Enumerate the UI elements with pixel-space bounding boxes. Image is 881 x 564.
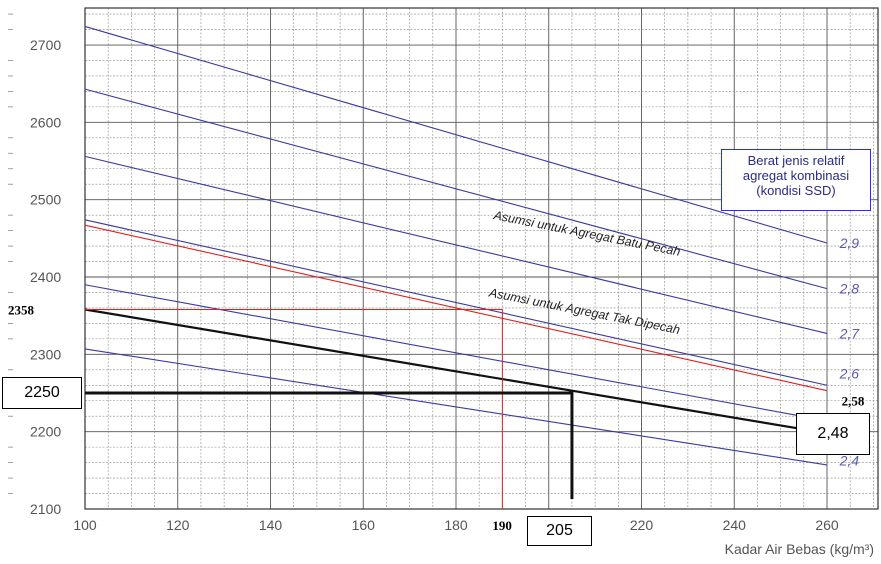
legend-title-line-1: Berat jenis relatif <box>747 153 845 168</box>
series-line <box>84 155 828 334</box>
legend-title-line-2: agregat kombinasi <box>742 168 850 183</box>
legend-title-line-3: (kondisi SSD) <box>756 183 836 198</box>
x-tick-label: 120 <box>166 517 190 533</box>
x-tick-label: 160 <box>352 517 376 533</box>
x-axis-label: Kadar Air Bebas (kg/m³) <box>725 541 874 557</box>
x-tick-label: 140 <box>259 517 283 533</box>
legend-box: Berat jenis relatif agregat kombinasi (k… <box>721 149 871 211</box>
guide-line <box>85 391 574 499</box>
series-label: 2,9 <box>839 235 860 251</box>
series-line <box>84 348 828 466</box>
y-tick-label: 2700 <box>30 37 61 53</box>
y-tick-label: 2400 <box>30 269 61 285</box>
series-line <box>84 224 828 392</box>
series-line <box>84 25 828 244</box>
axes: 1001201401601802002202402602100220023002… <box>30 7 879 533</box>
grid <box>84 8 878 510</box>
plot-frame <box>84 7 879 510</box>
series-label: 2,6 <box>839 366 860 382</box>
guide-line <box>85 308 503 509</box>
x-tick-label: 100 <box>73 517 97 533</box>
marked-x-value: 190 <box>492 518 512 533</box>
x-tick-label: 260 <box>815 517 839 533</box>
series-line <box>84 308 828 435</box>
y-tick-label: 2600 <box>30 114 61 130</box>
series-label: 2,4 <box>839 452 860 468</box>
value-box-2-48: 2,48 <box>796 413 870 455</box>
value-box-2250: 2250 <box>2 377 82 409</box>
x-tick-label: 220 <box>630 517 654 533</box>
series-line <box>84 219 828 386</box>
annotation: Asumsi untuk Agregat Tak Dipecah <box>487 285 681 337</box>
reading-guides <box>85 308 574 509</box>
y-tick-label: 2300 <box>30 346 61 362</box>
series-line <box>84 88 828 290</box>
series-line <box>84 284 828 422</box>
series-label: 2,7 <box>839 325 861 341</box>
y-axis-minor-ticks <box>8 13 13 494</box>
y-tick-label: 2500 <box>30 192 61 208</box>
x-tick-label: 240 <box>723 517 747 533</box>
y-tick-label: 2200 <box>30 424 61 440</box>
annotation: Asumsi untuk Agregat Batu Pecah <box>492 208 682 259</box>
x-tick-label: 180 <box>444 517 468 533</box>
series-label: 2,58 <box>842 394 865 409</box>
series-lines <box>84 25 828 466</box>
marked-y-value: 2358 <box>8 302 35 317</box>
value-box-205: 205 <box>527 516 592 546</box>
y-tick-label: 2100 <box>30 501 61 517</box>
series-label: 2,8 <box>839 281 860 297</box>
